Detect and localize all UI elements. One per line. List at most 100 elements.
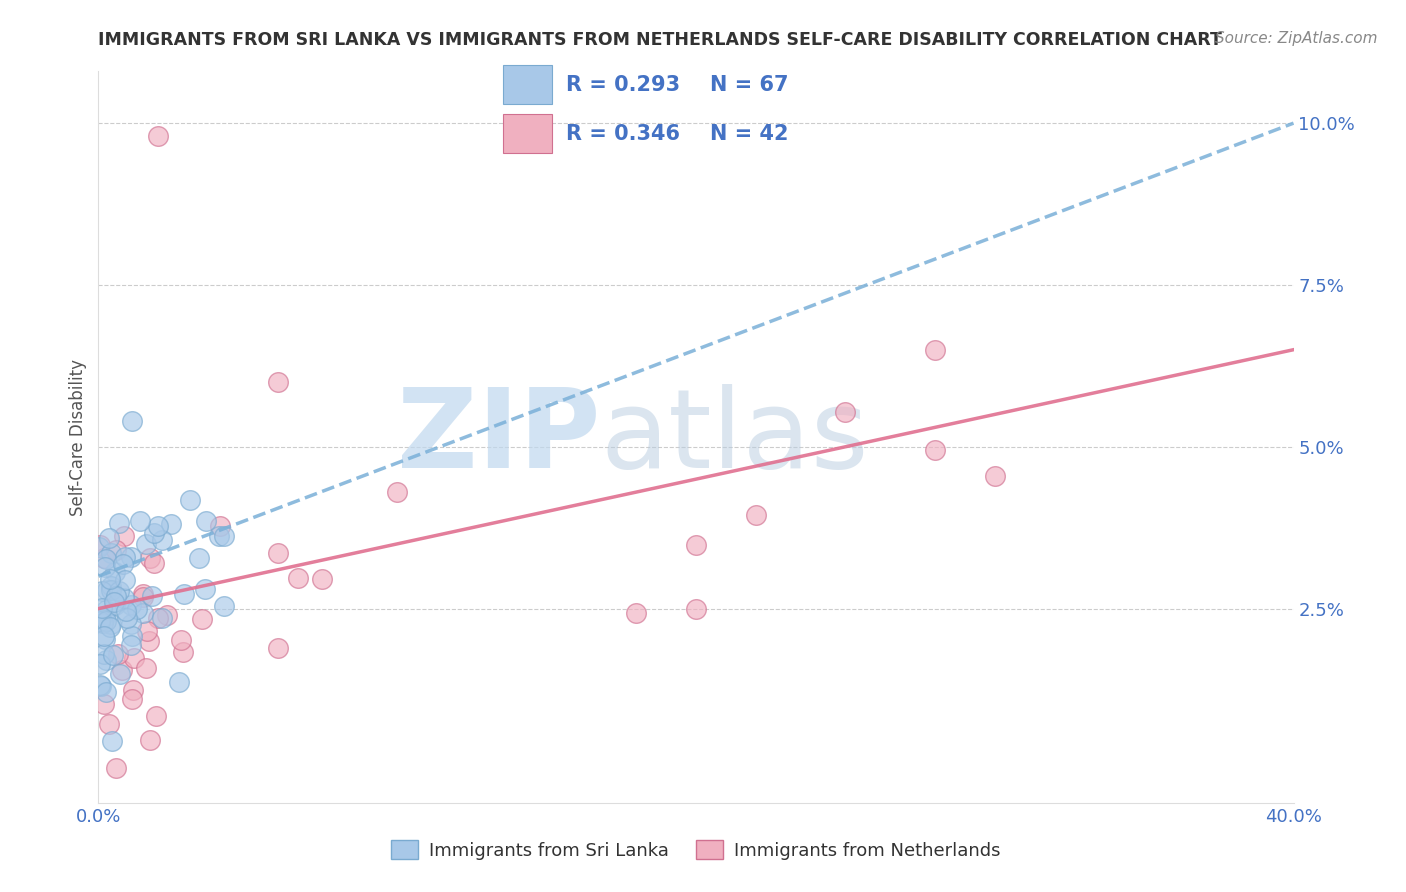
Point — [90, 601, 112, 615]
Point — [105, 761, 128, 775]
Point — [195, 514, 218, 528]
Point — [105, 590, 128, 604]
Point — [96, 551, 118, 566]
Text: atlas: atlas — [600, 384, 869, 491]
Point — [110, 666, 132, 681]
Point — [685, 539, 707, 553]
Point — [209, 519, 232, 533]
Point — [104, 565, 127, 579]
Text: R = 0.346: R = 0.346 — [565, 124, 681, 144]
Point — [93, 610, 115, 624]
Point — [120, 549, 142, 564]
Point — [94, 560, 117, 574]
Point — [90, 612, 112, 626]
Y-axis label: Self-Care Disability: Self-Care Disability — [69, 359, 87, 516]
Text: R = 0.293: R = 0.293 — [565, 75, 681, 95]
Point — [156, 607, 179, 622]
Point — [121, 692, 143, 706]
Point — [93, 632, 115, 646]
Point — [98, 532, 121, 546]
Point — [91, 615, 114, 630]
Point — [115, 604, 138, 618]
Point — [924, 442, 946, 457]
Point — [111, 664, 134, 678]
Point — [89, 657, 111, 671]
Point — [685, 601, 707, 615]
Point — [834, 405, 856, 419]
Point — [385, 485, 409, 500]
Point — [924, 343, 946, 357]
Point — [98, 572, 121, 586]
Point — [141, 590, 163, 604]
Point — [94, 614, 117, 628]
Point — [93, 629, 115, 643]
Point — [128, 515, 150, 529]
Point — [120, 638, 142, 652]
Point — [103, 595, 125, 609]
Point — [172, 645, 194, 659]
Point — [98, 619, 121, 633]
Point — [138, 634, 160, 648]
Point — [142, 526, 165, 541]
Point — [104, 543, 127, 558]
Point — [114, 549, 136, 564]
Point — [122, 683, 145, 698]
Point — [121, 629, 143, 643]
Point — [96, 582, 118, 597]
Point — [148, 129, 170, 144]
Point — [142, 556, 165, 570]
Point — [266, 546, 288, 560]
Text: N = 67: N = 67 — [710, 75, 789, 95]
Point — [111, 558, 134, 572]
Point — [127, 601, 149, 615]
Legend: Immigrants from Sri Lanka, Immigrants from Netherlands: Immigrants from Sri Lanka, Immigrants fr… — [384, 833, 1008, 867]
Point — [112, 591, 135, 605]
Point — [104, 599, 127, 613]
Point — [112, 528, 135, 542]
Point — [179, 493, 201, 508]
Point — [173, 587, 195, 601]
Text: Source: ZipAtlas.com: Source: ZipAtlas.com — [1215, 31, 1378, 46]
Point — [191, 612, 214, 626]
Point — [120, 616, 142, 631]
Point — [91, 583, 114, 598]
Point — [188, 551, 211, 566]
Text: IMMIGRANTS FROM SRI LANKA VS IMMIGRANTS FROM NETHERLANDS SELF-CARE DISABILITY CO: IMMIGRANTS FROM SRI LANKA VS IMMIGRANTS … — [98, 31, 1222, 49]
Point — [101, 648, 124, 662]
Point — [131, 606, 153, 620]
Point — [167, 674, 190, 689]
Point — [89, 540, 111, 554]
Point — [135, 624, 157, 638]
Point — [107, 647, 129, 661]
Point — [145, 708, 167, 723]
Point — [212, 529, 235, 543]
Text: N = 42: N = 42 — [710, 124, 789, 144]
Point — [194, 582, 217, 596]
Point — [146, 611, 169, 625]
Point — [89, 538, 111, 552]
Point — [100, 579, 122, 593]
Point — [115, 611, 138, 625]
Point — [89, 678, 111, 692]
Point — [93, 647, 115, 661]
Point — [212, 599, 235, 614]
Point — [311, 572, 333, 586]
Point — [146, 518, 169, 533]
Point — [624, 607, 647, 621]
Point — [122, 650, 145, 665]
Point — [135, 661, 157, 675]
FancyBboxPatch shape — [503, 114, 551, 153]
Point — [139, 551, 162, 566]
Point — [100, 583, 122, 598]
Text: ZIP: ZIP — [396, 384, 600, 491]
Point — [152, 533, 174, 548]
Point — [132, 590, 155, 604]
Point — [132, 587, 155, 601]
Point — [159, 516, 181, 531]
Point — [170, 633, 193, 648]
Point — [100, 546, 122, 560]
Point — [150, 611, 173, 625]
Point — [101, 734, 124, 748]
Point — [96, 685, 118, 699]
Point — [139, 733, 162, 747]
